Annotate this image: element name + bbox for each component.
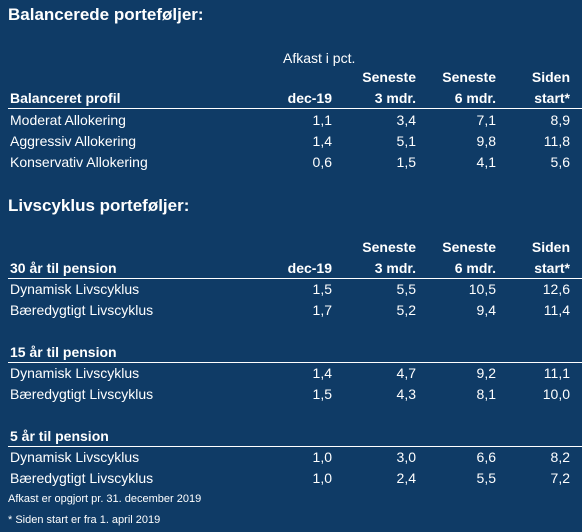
- cell-value: 1,5: [312, 281, 332, 297]
- cell-value: 7,1: [476, 112, 496, 128]
- col-header-dec19: dec-19: [287, 90, 332, 106]
- footnote-date: Afkast er opgjort pr. 31. december 2019: [8, 493, 202, 505]
- row-label: Dynamisk Livscyklus: [10, 365, 140, 381]
- col-header-dec19: dec-19: [287, 260, 332, 276]
- col-header-3m-line2: 3 mdr.: [374, 260, 416, 276]
- cell-value: 11,1: [543, 365, 570, 381]
- cell-value: 9,2: [476, 365, 496, 381]
- cell-value: 9,8: [476, 133, 496, 149]
- cell-value: 4,1: [476, 154, 496, 170]
- cell-value: 3,0: [396, 449, 416, 465]
- cell-value: 5,5: [396, 281, 416, 297]
- row-label: Dynamisk Livscyklus: [10, 281, 140, 297]
- row-label: Konservativ Allokering: [10, 154, 148, 170]
- row-label: Bæredygtigt Livscyklus: [10, 302, 154, 318]
- col-header-start-line1: Siden: [531, 69, 570, 85]
- cell-value: 1,4: [312, 365, 332, 381]
- cell-value: 1,0: [312, 449, 332, 465]
- cell-value: 8,2: [550, 449, 570, 465]
- cell-value: 6,6: [476, 449, 496, 465]
- cell-value: 11,4: [543, 302, 570, 318]
- section-title-lifecycle: Livscyklus porteføljer:: [8, 196, 190, 215]
- cell-value: 1,5: [312, 386, 332, 402]
- divider: [8, 108, 582, 109]
- cell-value: 1,5: [396, 154, 416, 170]
- col-header-3m-line1: Seneste: [362, 239, 416, 255]
- cell-value: 12,6: [542, 281, 570, 297]
- col-header-start-line1: Siden: [531, 239, 570, 255]
- row-label: Bæredygtigt Livscyklus: [10, 386, 154, 402]
- footnote-start: * Siden start er fra 1. april 2019: [8, 514, 161, 526]
- col-header-3m-line2: 3 mdr.: [374, 90, 416, 106]
- section-title-balanced: Balancerede porteføljer:: [8, 5, 204, 24]
- cell-value: 5,1: [396, 133, 416, 149]
- divider: [8, 278, 582, 279]
- col-header-6m-line1: Seneste: [442, 239, 496, 255]
- cell-value: 9,4: [476, 302, 496, 318]
- col-header-start-line2: start*: [534, 90, 570, 106]
- col-header-6m-line2: 6 mdr.: [454, 90, 496, 106]
- cell-value: 0,6: [312, 154, 332, 170]
- group-header-5: 5 år til pension: [10, 428, 109, 444]
- divider: [8, 446, 582, 447]
- cell-value: 5,2: [396, 302, 416, 318]
- group-header-30: 30 år til pension: [10, 260, 117, 276]
- cell-value: 1,4: [312, 133, 332, 149]
- cell-value: 10,0: [542, 386, 570, 402]
- row-label: Moderat Allokering: [10, 112, 126, 128]
- row-header-balanced: Balanceret profil: [10, 90, 121, 106]
- row-label: Bæredygtigt Livscyklus: [10, 470, 154, 486]
- cell-value: 5,5: [476, 470, 496, 486]
- col-header-start-line2: start*: [534, 260, 570, 276]
- afkast-caption: Afkast i pct.: [283, 50, 356, 66]
- cell-value: 4,3: [396, 386, 416, 402]
- cell-value: 1,0: [312, 470, 332, 486]
- col-header-6m-line2: 6 mdr.: [454, 260, 496, 276]
- row-label: Aggressiv Allokering: [10, 133, 137, 149]
- cell-value: 1,1: [312, 112, 332, 128]
- col-header-6m-line1: Seneste: [442, 69, 496, 85]
- cell-value: 1,7: [312, 302, 332, 318]
- cell-value: 7,2: [550, 470, 570, 486]
- row-label: Dynamisk Livscyklus: [10, 449, 140, 465]
- divider: [8, 362, 582, 363]
- cell-value: 3,4: [396, 112, 416, 128]
- cell-value: 10,5: [468, 281, 496, 297]
- cell-value: 2,4: [396, 470, 416, 486]
- cell-value: 11,8: [543, 133, 570, 149]
- cell-value: 5,6: [550, 154, 570, 170]
- cell-value: 8,9: [550, 112, 570, 128]
- cell-value: 8,1: [476, 386, 496, 402]
- cell-value: 4,7: [396, 365, 416, 381]
- col-header-3m-line1: Seneste: [362, 69, 416, 85]
- group-header-15: 15 år til pension: [10, 344, 117, 360]
